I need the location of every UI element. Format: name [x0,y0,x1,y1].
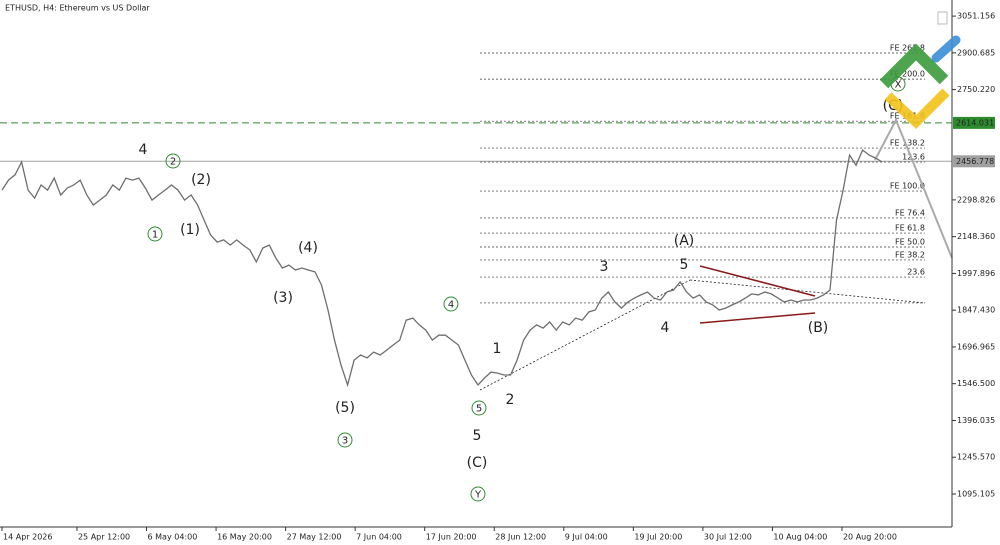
y-tick-label: 1847.430 [957,306,995,315]
wave-label: (B) [808,320,829,336]
x-tick-label: 9 Jul 04:00 [565,533,608,542]
logo [931,35,961,63]
wave-circle [471,400,487,416]
y-tick-label: 2148.360 [957,232,995,241]
y-tick-label: 1696.965 [957,342,995,351]
wave-label: (1) [180,222,200,238]
x-tick-label: 6 May 04:00 [148,533,198,542]
wave-label: 4 [448,300,454,311]
y-tick-label: 1546.500 [957,379,995,388]
y-tick-label: 2298.826 [957,195,995,204]
wave-circle [470,486,486,502]
trend-line [689,279,926,304]
wave-circle [147,226,163,242]
wave-label: 1 [152,230,158,241]
price-label-box [953,155,995,168]
triangle-line [699,265,816,297]
x-tick-label: 19 Jul 20:00 [634,533,682,542]
x-tick-label: 7 Jun 04:00 [356,533,402,542]
fib-label: 123.6 [902,152,925,161]
fib-label: FE 76.4 [895,208,925,217]
y-tick-label: 1396.035 [957,416,995,425]
wave-circle [337,432,353,448]
y-tick-label: 2900.685 [957,48,995,57]
wave-label: 5 [476,404,482,415]
wave-label: 4 [139,142,148,158]
fib-label: FE 50.0 [895,238,925,247]
price-line [1,148,883,388]
wave-label: 2 [506,392,515,408]
fib-label: FE 138.2 [890,139,925,148]
wave-label: (3) [273,290,293,306]
y-tick-label: 1245.570 [957,453,995,462]
wave-label: (C) [467,455,488,471]
x-tick-label: 27 May 12:00 [287,533,342,542]
x-tick-label: 10 Aug 04:00 [773,533,827,542]
logo [879,43,949,89]
wave-label: 2 [170,157,176,168]
x-tick-label: 28 Jun 12:00 [495,533,546,542]
projection-line [874,117,953,259]
wave-label: (A) [674,233,695,249]
wave-label: (2) [191,172,211,188]
wave-label: (5) [335,400,355,416]
fib-label: FE 61.8 [895,224,925,233]
y-tick-label: 3051.156 [957,12,995,21]
price-label-box [953,116,995,129]
triangle-line [699,312,816,324]
wave-label: X [895,80,902,91]
toolbar-icon[interactable] [937,11,948,25]
chart-title: ETHUSD, H4: Ethereum vs US Dollar [5,4,150,13]
x-tick-label: 14 Apr 2026 [3,533,52,542]
logo [884,88,950,129]
wave-label: 5 [473,428,482,444]
x-tick-label: 30 Jul 12:00 [704,533,752,542]
fib-label: 23.6 [907,268,925,277]
y-tick-label: 1997.896 [957,269,995,278]
wave-label: 1 [493,341,502,357]
wave-label: 3 [342,436,348,447]
wave-label: 5 [680,257,689,273]
price-label: 2456.778 [956,157,994,166]
fib-label: FE 38.2 [895,250,925,259]
fib-label: FE 200.0 [890,70,925,79]
wave-label: Y [474,490,482,501]
wave-label: (4) [298,240,318,256]
price-label: 2614.031 [956,118,994,127]
wave-circle [443,296,459,312]
x-tick-label: 20 Aug 20:00 [843,533,897,542]
wave-label: 4 [661,320,670,336]
x-tick-label: 17 Jun 20:00 [426,533,477,542]
y-tick-label: 1095.105 [957,489,995,498]
x-tick-label: 16 May 20:00 [217,533,272,542]
wave-label: 3 [600,259,609,275]
x-tick-label: 25 Apr 12:00 [78,533,130,542]
fib-label: FE 100.0 [890,182,925,191]
fib-label: FE 261.8 [890,44,925,53]
wave-circle [165,153,181,169]
y-tick-label: 2750.220 [957,85,995,94]
